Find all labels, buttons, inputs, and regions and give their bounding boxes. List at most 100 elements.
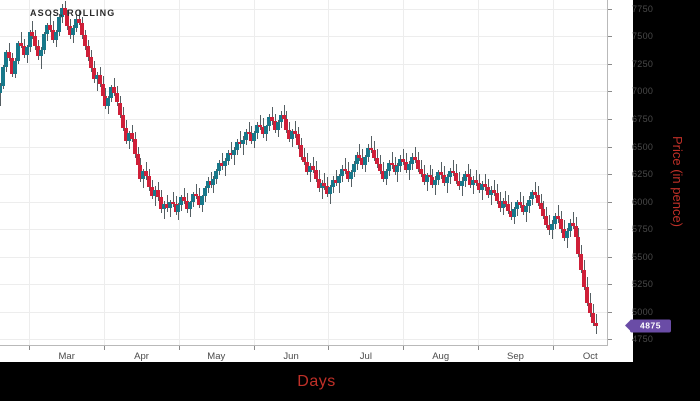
candle-body-up — [331, 179, 335, 188]
chart-canvas: ASOS, ROLLING 7750 7500 7250 7000 6750 6500 62… — [0, 0, 671, 390]
candle-body-down — [311, 166, 315, 170]
candle-body-down — [317, 178, 321, 189]
candle-wick — [403, 148, 404, 166]
candle-body-up — [337, 176, 341, 183]
plot-bottom-border — [0, 345, 608, 346]
candle-wick — [170, 199, 171, 218]
candle-body-down — [115, 92, 119, 103]
candle-body-down — [413, 156, 417, 160]
candle-body-up — [188, 201, 192, 210]
candle-wick — [143, 168, 144, 189]
candle-body-up — [352, 164, 356, 172]
candle-wick — [485, 174, 486, 191]
candle-wick — [225, 157, 226, 177]
candle-wick — [535, 181, 536, 199]
candle-body-down — [130, 133, 134, 139]
candle-body-down — [547, 224, 551, 231]
candle-body-down — [533, 191, 537, 196]
candle-body-up — [179, 197, 183, 205]
candle-body-down — [562, 229, 566, 239]
y-axis-tick-label: 6750 — [632, 114, 654, 125]
candle-body-up — [489, 189, 493, 196]
candle-wick — [50, 14, 51, 32]
candle-body-down — [22, 46, 26, 56]
candle-body-down — [325, 186, 329, 194]
candle-body-down — [544, 216, 548, 225]
y-axis-tick-label: 6250 — [632, 169, 654, 180]
candle-body-down — [287, 130, 291, 139]
candle-wick — [453, 159, 454, 177]
gridline-vertical — [328, 0, 329, 345]
candle-body-down — [498, 200, 502, 209]
price-marker-arrow-icon — [625, 319, 631, 332]
candle-body-down — [194, 193, 198, 197]
candle-body-up — [471, 179, 475, 186]
candle-wick — [520, 191, 521, 209]
candle-body-up — [264, 125, 268, 135]
gridline-vertical — [254, 0, 255, 345]
candle-wick — [430, 165, 431, 181]
candle-wick — [421, 159, 422, 178]
x-axis-tick-label: Apr — [134, 351, 149, 362]
candle-body-down — [375, 157, 379, 165]
candle-body-down — [357, 155, 361, 158]
gridline-horizontal — [0, 202, 608, 203]
x-axis-tick — [478, 346, 479, 350]
gridline-horizontal — [0, 36, 608, 37]
candle-wick — [558, 205, 559, 223]
candle-body-down — [305, 162, 309, 172]
candle-body-down — [401, 158, 405, 163]
candle-body-down — [334, 179, 338, 183]
candle-body-down — [77, 18, 81, 24]
gridline-horizontal — [0, 339, 608, 340]
y-axis-tick — [608, 64, 612, 65]
candle-body-up — [480, 184, 484, 190]
x-axis-tick-label: Sep — [507, 351, 524, 362]
candle-body-down — [48, 25, 52, 30]
candle-wick — [304, 147, 305, 166]
gridline-vertical — [553, 0, 554, 345]
candle-body-down — [258, 124, 262, 127]
candle-body-up — [191, 193, 195, 202]
x-axis-tick-label: Jul — [359, 351, 372, 362]
candle-body-up — [0, 85, 2, 93]
candle-wick — [234, 146, 235, 166]
y-axis — [608, 0, 633, 346]
candle-wick — [468, 164, 469, 181]
candle-body-down — [296, 134, 300, 146]
candle-body-down — [457, 180, 461, 187]
candle-wick — [339, 174, 340, 193]
candle-body-up — [176, 205, 180, 212]
gridline-horizontal — [0, 229, 608, 230]
candle-body-down — [197, 196, 201, 205]
candle-body-down — [594, 322, 598, 326]
candle-body-down — [483, 184, 487, 188]
candle-body-up — [95, 74, 99, 80]
candle-body-down — [270, 116, 274, 122]
candle-body-down — [7, 51, 11, 59]
candle-body-down — [503, 200, 507, 204]
candle-body-down — [33, 36, 37, 47]
candle-body-up — [57, 16, 61, 32]
x-axis-tick — [553, 346, 554, 350]
candle-body-up — [168, 201, 172, 209]
candle-body-up — [565, 231, 569, 239]
y-axis-title: Price (in pence) — [655, 0, 700, 362]
candle-body-up — [395, 166, 399, 172]
candle-wick — [415, 146, 416, 164]
candle-body-down — [138, 165, 142, 179]
candle-body-down — [495, 192, 499, 201]
gridline-horizontal — [0, 257, 608, 258]
candle-body-down — [247, 132, 251, 135]
candle-body-down — [65, 15, 69, 27]
candle-wick — [330, 185, 331, 204]
candle-body-up — [384, 170, 388, 179]
candle-body-down — [442, 175, 446, 183]
candle-wick — [392, 152, 393, 169]
y-axis-tick — [608, 119, 612, 120]
candle-body-up — [206, 180, 210, 189]
y-axis-tick — [608, 202, 612, 203]
x-axis-tick — [179, 346, 180, 350]
gridline-vertical — [179, 0, 180, 345]
y-axis-tick — [608, 9, 612, 10]
